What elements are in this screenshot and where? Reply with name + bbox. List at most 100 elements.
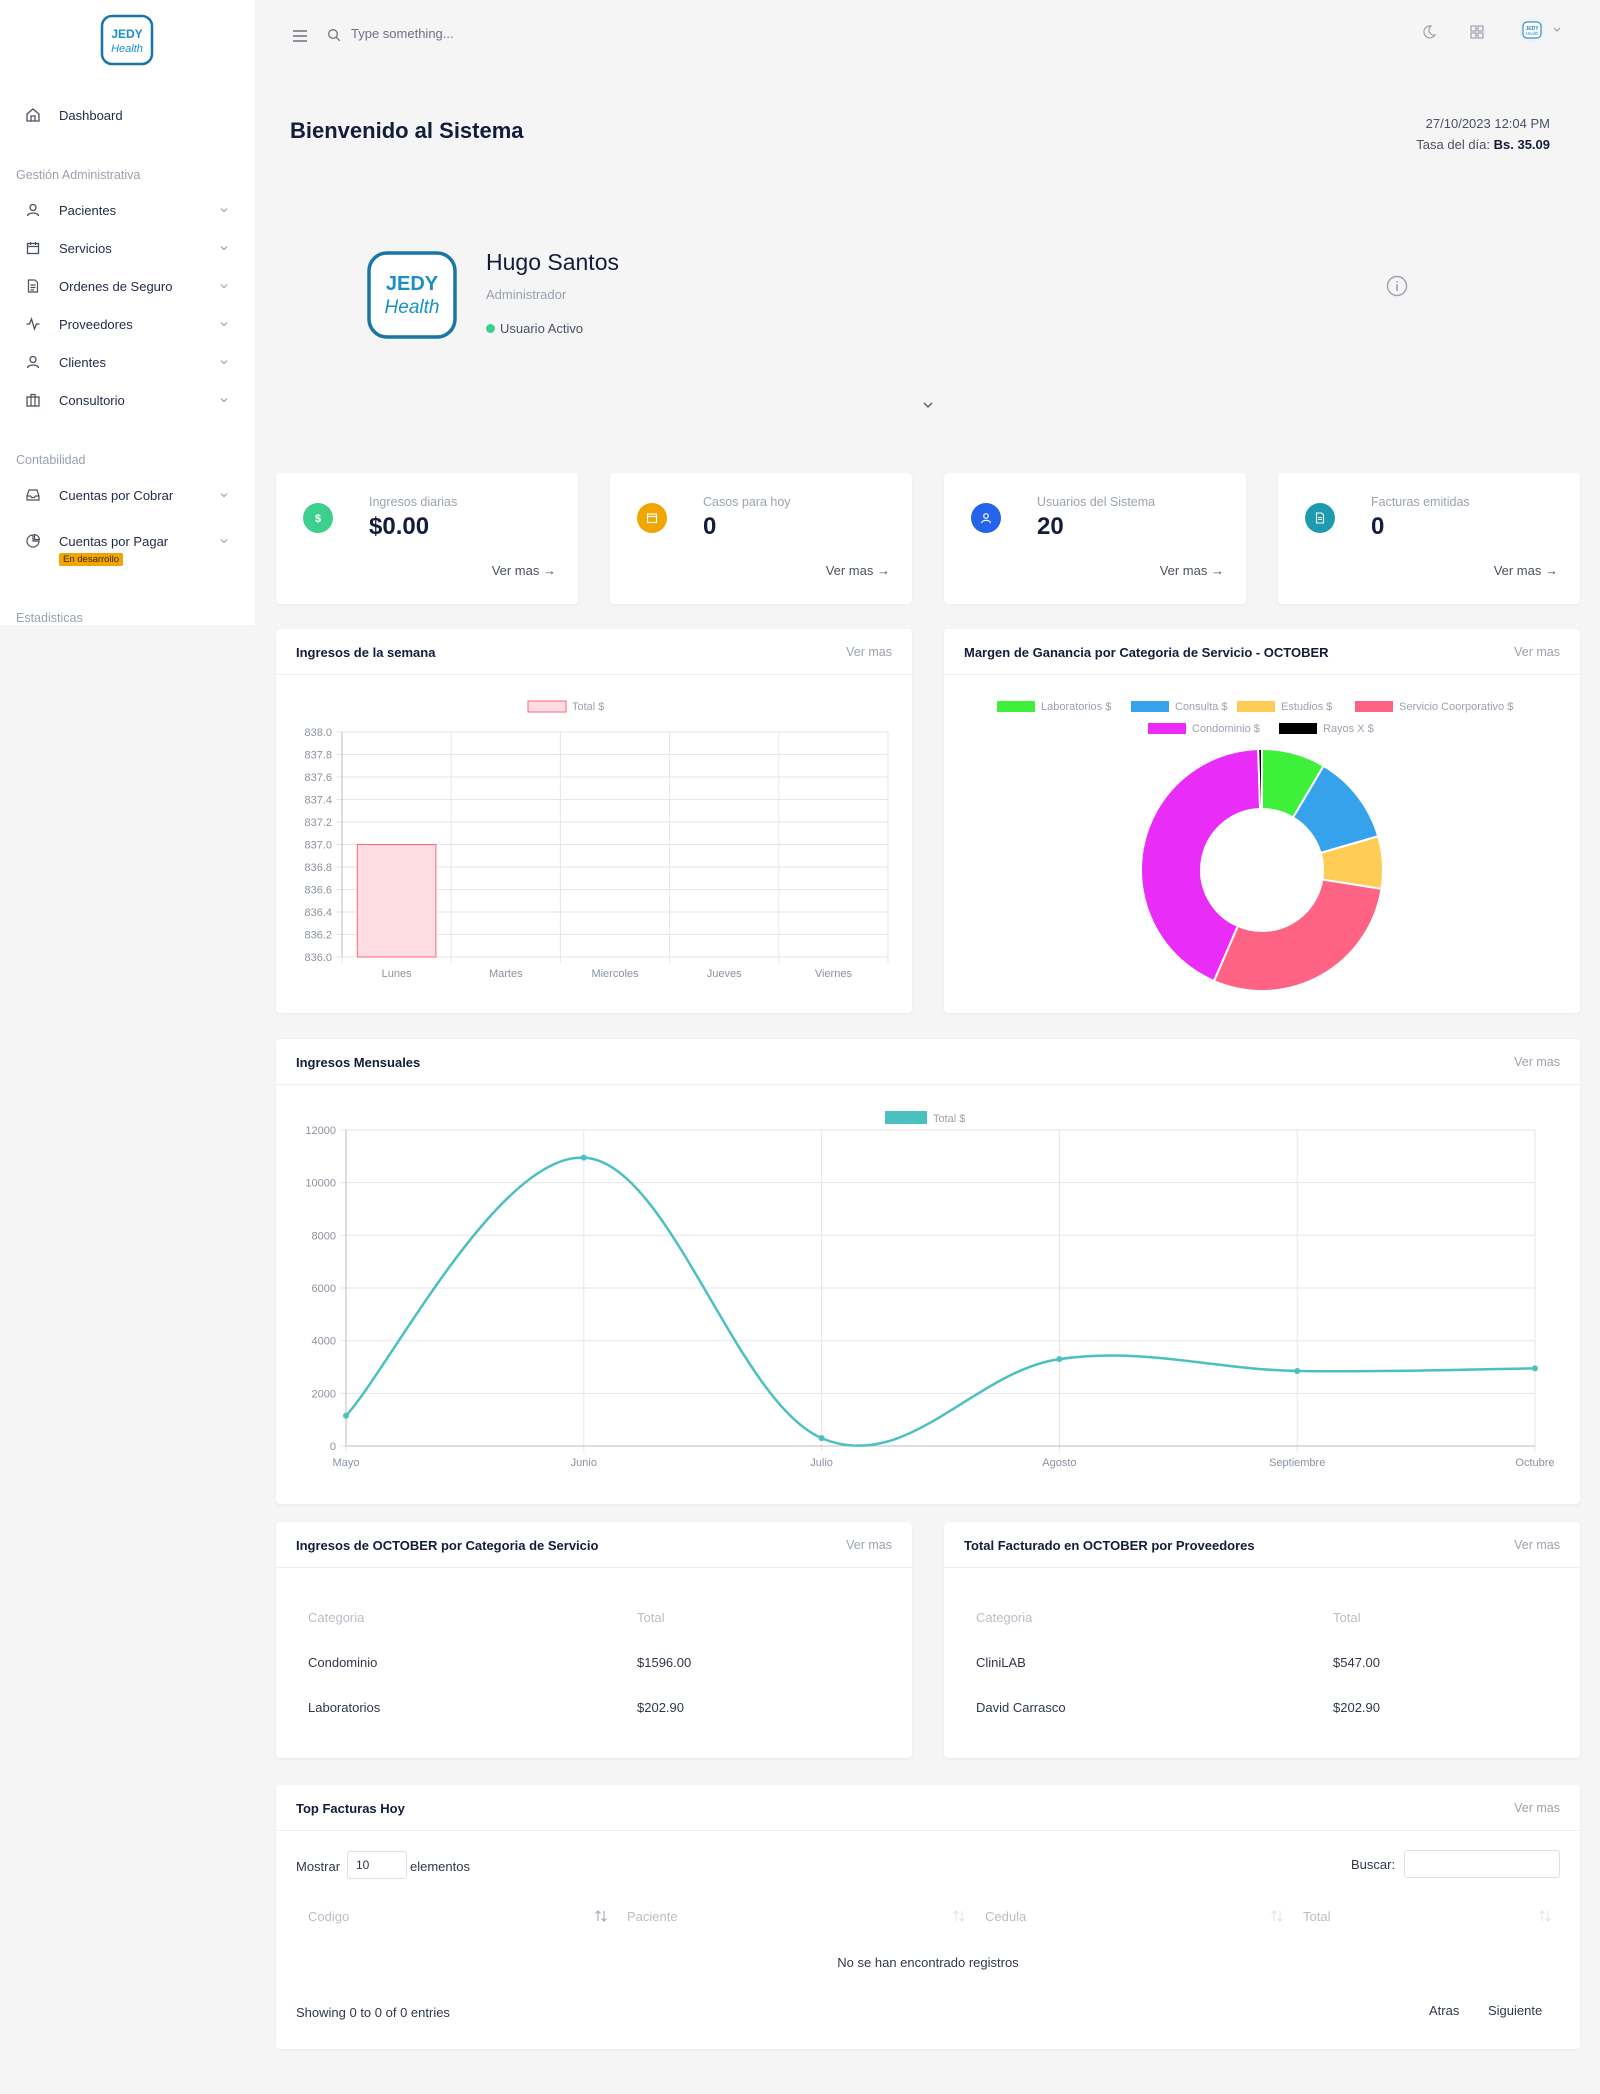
x-tick-label: Martes [489, 968, 523, 980]
section-contabilidad: Contabilidad [16, 453, 86, 467]
panel-header: Ingresos de OCTOBER por Categoria de Ser… [276, 1522, 912, 1568]
sidebar-item-proveedores[interactable]: Proveedores [0, 309, 255, 339]
status-badge: En desarrollo [59, 553, 123, 566]
sort-icon[interactable] [1270, 1910, 1284, 1922]
pie-chart-icon [24, 532, 42, 550]
empty-message: No se han encontrado registros [837, 1955, 1019, 1970]
column-header[interactable]: Cedula [985, 1909, 1027, 1924]
status-dot [486, 324, 495, 333]
provider-billing-panel: Total Facturado en OCTOBER por Proveedor… [944, 1522, 1580, 1758]
sidebar-item-label: Clientes [59, 354, 106, 370]
sidebar-item-cuentas-cobrar[interactable]: Cuentas por Cobrar [0, 480, 255, 510]
data-point [580, 1154, 587, 1161]
legend-swatch [527, 700, 567, 713]
sidebar-item-dashboard[interactable]: Dashboard [0, 100, 255, 130]
sidebar-item-cuentas-pagar[interactable]: Cuentas por Pagar [0, 526, 255, 556]
info-icon[interactable] [1386, 275, 1408, 297]
file-icon [1305, 503, 1335, 533]
search-input[interactable]: Type something... [351, 26, 454, 41]
svg-text:Health: Health [1525, 31, 1539, 36]
table-cell: $1596.00 [637, 1655, 692, 1670]
ver-mas-link[interactable]: Ver mas [1514, 1538, 1560, 1552]
y-tick-label: 2000 [312, 1388, 336, 1400]
sidebar-item-pacientes[interactable]: Pacientes [0, 195, 255, 225]
svg-text:$: $ [315, 513, 321, 525]
legend-label: Servicio Coorporativo $ [1399, 701, 1513, 713]
ver-mas-link[interactable]: Ver mas [846, 1538, 892, 1552]
y-tick-label: 8000 [312, 1230, 336, 1242]
stat-value: $0.00 [369, 513, 430, 540]
sidebar-item-consultorio[interactable]: Consultorio [0, 385, 255, 415]
stat-label: Usuarios del Sistema [1037, 495, 1156, 509]
column-header[interactable]: Total [1303, 1909, 1331, 1924]
sidebar-item-clientes[interactable]: Clientes [0, 347, 255, 377]
x-tick-label: Septiembre [1269, 1457, 1325, 1469]
legend-label: Laboratorios $ [1041, 701, 1111, 713]
page-size-select[interactable]: 10 [347, 1851, 407, 1879]
chevron-down-icon [220, 208, 228, 213]
legend-swatch [997, 701, 1035, 712]
inbox-icon [24, 486, 42, 504]
prev-page-button[interactable]: Atras [1429, 2003, 1460, 2018]
ver-mas-link[interactable]: Ver mas → [491, 563, 556, 578]
table-search-input[interactable] [1404, 1850, 1560, 1878]
rate-value: Bs. 35.09 [1493, 137, 1550, 152]
y-tick-label: 0 [330, 1441, 336, 1453]
profile-status: Usuario Activo [486, 321, 583, 336]
ver-mas-link[interactable]: Ver mas [1514, 645, 1560, 659]
table-cell: Condominio [308, 1655, 378, 1670]
grid-icon[interactable] [1469, 24, 1485, 40]
legend-swatch [1131, 701, 1169, 712]
pie-slice [1140, 748, 1262, 983]
sidebar-item-label: Pacientes [59, 202, 117, 218]
y-tick-label: 837.0 [304, 840, 332, 852]
panel-title: Top Facturas Hoy [296, 1801, 405, 1816]
y-tick-label: 4000 [312, 1336, 336, 1348]
chevron-down-icon [220, 322, 228, 327]
jedy-logo[interactable]: JEDY Health [100, 14, 154, 66]
legend-label: Estudios $ [1281, 701, 1332, 713]
table-cell: David Carrasco [976, 1700, 1066, 1715]
legend-label: Consulta $ [1175, 701, 1228, 713]
sort-icon[interactable] [594, 1910, 608, 1922]
chevron-down-icon[interactable] [922, 400, 934, 410]
calendar-icon [637, 503, 667, 533]
ver-mas-link[interactable]: Ver mas [1514, 1055, 1560, 1069]
legend-label: Condominio $ [1192, 723, 1260, 735]
activity-icon [24, 315, 42, 333]
ver-mas-link[interactable]: Ver mas → [825, 563, 890, 578]
margin-panel: Margen de Ganancia por Categoria de Serv… [944, 629, 1580, 1013]
ver-mas-link[interactable]: Ver mas [846, 645, 892, 659]
chevron-down-icon[interactable] [1552, 26, 1562, 34]
x-tick-label: Mayo [333, 1457, 360, 1469]
column-header[interactable]: Codigo [308, 1909, 350, 1924]
stat-card-ingresos: $ Ingresos diarias $0.00 Ver mas → [276, 473, 578, 604]
margin-doughnut-chart: Laboratorios $ Consulta $ Estudios $ Servic… [997, 701, 1513, 992]
y-tick-label: 837.8 [304, 750, 332, 762]
x-tick-label: Viernes [815, 968, 853, 980]
sidebar-item-label: Dashboard [59, 107, 123, 123]
table-cell: CliniLAB [976, 1655, 1026, 1670]
monthly-line-chart: Total $ 12000 10000 8000 6000 4000 2000 0 Mayo Ju… [305, 1111, 1555, 1469]
x-tick-label: Lunes [382, 968, 412, 980]
page-title: Bienvenido al Sistema [290, 118, 524, 143]
ver-mas-link[interactable]: Ver mas [1514, 1801, 1560, 1815]
sidebar-item-ordenes[interactable]: Ordenes de Seguro [0, 271, 255, 301]
ver-mas-link[interactable]: Ver mas → [1159, 563, 1224, 578]
column-header: Total [1333, 1610, 1361, 1625]
sort-icon[interactable] [952, 1910, 966, 1922]
panel-title: Ingresos de OCTOBER por Categoria de Ser… [296, 1538, 599, 1553]
stat-value: 20 [1037, 513, 1064, 540]
sort-icon[interactable] [1538, 1910, 1552, 1922]
search-label: Buscar: [1351, 1857, 1396, 1872]
elements-label: elementos [410, 1859, 470, 1874]
moon-icon[interactable] [1421, 24, 1437, 40]
menu-icon[interactable] [292, 29, 308, 43]
y-tick-label: 836.2 [304, 930, 332, 942]
sidebar-item-servicios[interactable]: Servicios [0, 233, 255, 263]
ver-mas-link[interactable]: Ver mas → [1493, 563, 1558, 578]
next-page-button[interactable]: Siguiente [1488, 2003, 1543, 2018]
legend-label: Rayos X $ [1323, 723, 1374, 735]
column-header[interactable]: Paciente [627, 1909, 678, 1924]
